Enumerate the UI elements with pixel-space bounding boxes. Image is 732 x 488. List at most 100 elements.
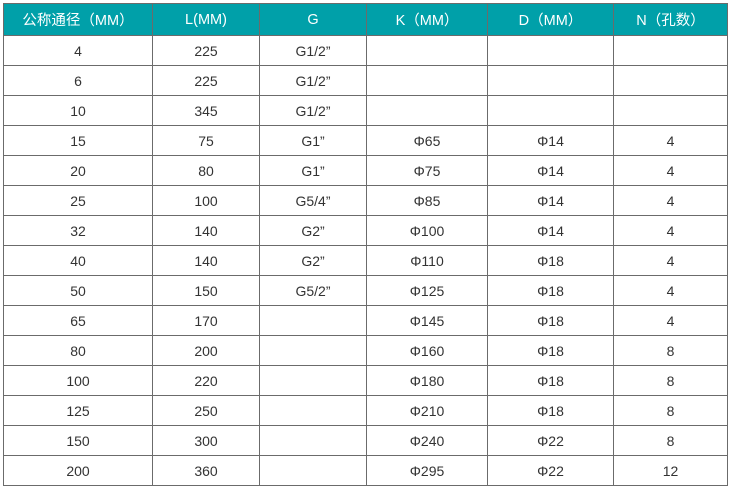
header-thread-g: G [259,3,367,36]
cell-k-diameter: Φ100 [366,215,488,246]
cell-nominal-diameter: 40 [3,245,153,276]
table-row: 50 150 G5/2” Φ125 Φ18 4 [3,275,728,306]
cell-k-diameter: Φ160 [366,335,488,366]
cell-d-diameter: Φ18 [487,305,614,336]
cell-d-diameter: Φ22 [487,455,614,486]
cell-hole-count: 4 [613,125,728,156]
table-row: 4 225 G1/2” [3,35,728,66]
cell-hole-count [613,65,728,96]
cell-hole-count: 4 [613,185,728,216]
cell-d-diameter: Φ14 [487,215,614,246]
header-k-diameter: K（MM） [366,3,488,36]
cell-hole-count: 4 [613,305,728,336]
cell-k-diameter [366,35,488,66]
cell-length: 225 [152,65,260,96]
header-length: L(MM) [152,3,260,36]
table-row: 100 220 Φ180 Φ18 8 [3,365,728,396]
cell-d-diameter: Φ18 [487,365,614,396]
cell-d-diameter: Φ18 [487,395,614,426]
cell-length: 300 [152,425,260,456]
cell-thread-g [259,455,367,486]
cell-thread-g: G2” [259,245,367,276]
table-row: 200 360 Φ295 Φ22 12 [3,455,728,486]
cell-d-diameter: Φ22 [487,425,614,456]
table-row: 32 140 G2” Φ100 Φ14 4 [3,215,728,246]
cell-length: 200 [152,335,260,366]
cell-nominal-diameter: 125 [3,395,153,426]
cell-length: 80 [152,155,260,186]
header-hole-count: N（孔数） [613,3,728,36]
cell-thread-g [259,395,367,426]
cell-length: 140 [152,215,260,246]
table-row: 80 200 Φ160 Φ18 8 [3,335,728,366]
cell-thread-g: G1/2” [259,65,367,96]
cell-thread-g: G2” [259,215,367,246]
cell-length: 225 [152,35,260,66]
cell-nominal-diameter: 10 [3,95,153,126]
cell-length: 345 [152,95,260,126]
cell-hole-count: 4 [613,245,728,276]
cell-k-diameter [366,95,488,126]
cell-thread-g [259,305,367,336]
cell-d-diameter: Φ18 [487,245,614,276]
cell-hole-count: 4 [613,155,728,186]
cell-d-diameter: Φ14 [487,185,614,216]
table-row: 20 80 G1” Φ75 Φ14 4 [3,155,728,186]
cell-k-diameter: Φ180 [366,365,488,396]
cell-thread-g: G5/4” [259,185,367,216]
cell-nominal-diameter: 25 [3,185,153,216]
cell-thread-g: G1/2” [259,95,367,126]
table-row: 10 345 G1/2” [3,95,728,126]
cell-length: 360 [152,455,260,486]
cell-d-diameter: Φ18 [487,275,614,306]
cell-k-diameter: Φ295 [366,455,488,486]
table-row: 40 140 G2” Φ110 Φ18 4 [3,245,728,276]
cell-k-diameter: Φ75 [366,155,488,186]
cell-nominal-diameter: 50 [3,275,153,306]
cell-d-diameter: Φ14 [487,125,614,156]
cell-nominal-diameter: 100 [3,365,153,396]
cell-nominal-diameter: 20 [3,155,153,186]
cell-hole-count: 8 [613,335,728,366]
cell-d-diameter [487,65,614,96]
header-d-diameter: D（MM） [487,3,614,36]
cell-nominal-diameter: 32 [3,215,153,246]
spec-table: 公称通径（MM） L(MM) G K（MM） D（MM） N（孔数） 4 225 G1/2” 6… [3,3,728,486]
cell-nominal-diameter: 80 [3,335,153,366]
cell-d-diameter: Φ14 [487,155,614,186]
cell-thread-g: G1” [259,155,367,186]
cell-thread-g [259,365,367,396]
cell-length: 100 [152,185,260,216]
cell-hole-count: 4 [613,275,728,306]
cell-nominal-diameter: 65 [3,305,153,336]
table-row: 15 75 G1” Φ65 Φ14 4 [3,125,728,156]
header-row: 公称通径（MM） L(MM) G K（MM） D（MM） N（孔数） [3,3,728,36]
header-nominal-diameter: 公称通径（MM） [3,3,153,36]
cell-nominal-diameter: 6 [3,65,153,96]
cell-length: 75 [152,125,260,156]
cell-hole-count [613,95,728,126]
cell-hole-count: 12 [613,455,728,486]
cell-hole-count: 4 [613,215,728,246]
cell-length: 150 [152,275,260,306]
cell-thread-g [259,425,367,456]
cell-hole-count: 8 [613,365,728,396]
cell-k-diameter [366,65,488,96]
table-row: 25 100 G5/4” Φ85 Φ14 4 [3,185,728,216]
table-row: 6 225 G1/2” [3,65,728,96]
cell-nominal-diameter: 4 [3,35,153,66]
cell-k-diameter: Φ125 [366,275,488,306]
cell-length: 170 [152,305,260,336]
cell-thread-g: G1/2” [259,35,367,66]
cell-k-diameter: Φ240 [366,425,488,456]
cell-d-diameter [487,35,614,66]
cell-length: 250 [152,395,260,426]
cell-nominal-diameter: 15 [3,125,153,156]
cell-k-diameter: Φ65 [366,125,488,156]
table-row: 150 300 Φ240 Φ22 8 [3,425,728,456]
cell-thread-g [259,335,367,366]
cell-nominal-diameter: 200 [3,455,153,486]
table-row: 65 170 Φ145 Φ18 4 [3,305,728,336]
cell-nominal-diameter: 150 [3,425,153,456]
cell-d-diameter: Φ18 [487,335,614,366]
